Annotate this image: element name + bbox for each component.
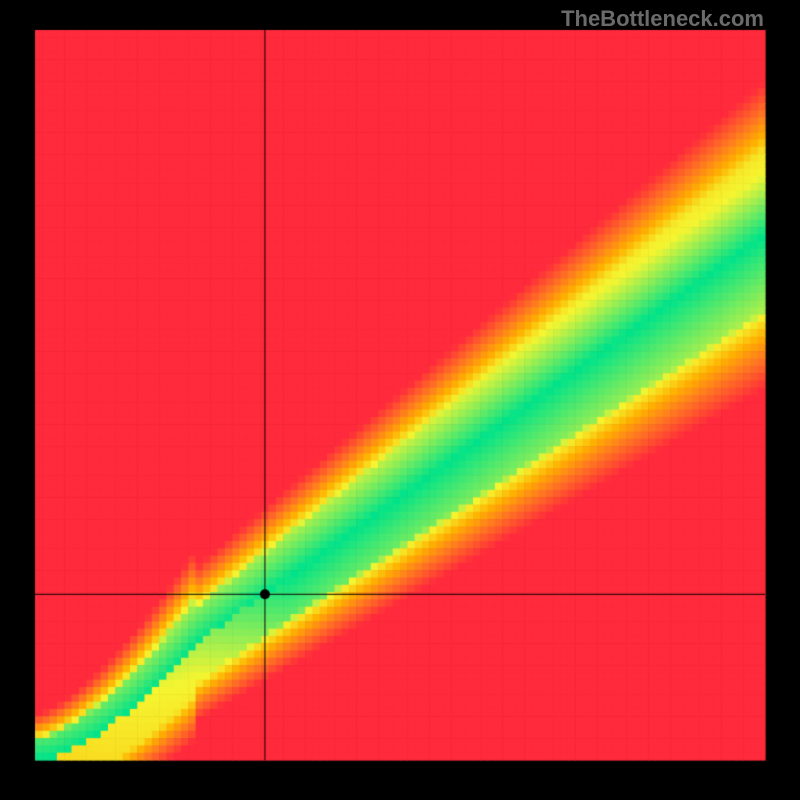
chart-container: TheBottleneck.com: [0, 0, 800, 800]
watermark-text: TheBottleneck.com: [561, 6, 764, 32]
heatmap-canvas: [0, 0, 800, 800]
